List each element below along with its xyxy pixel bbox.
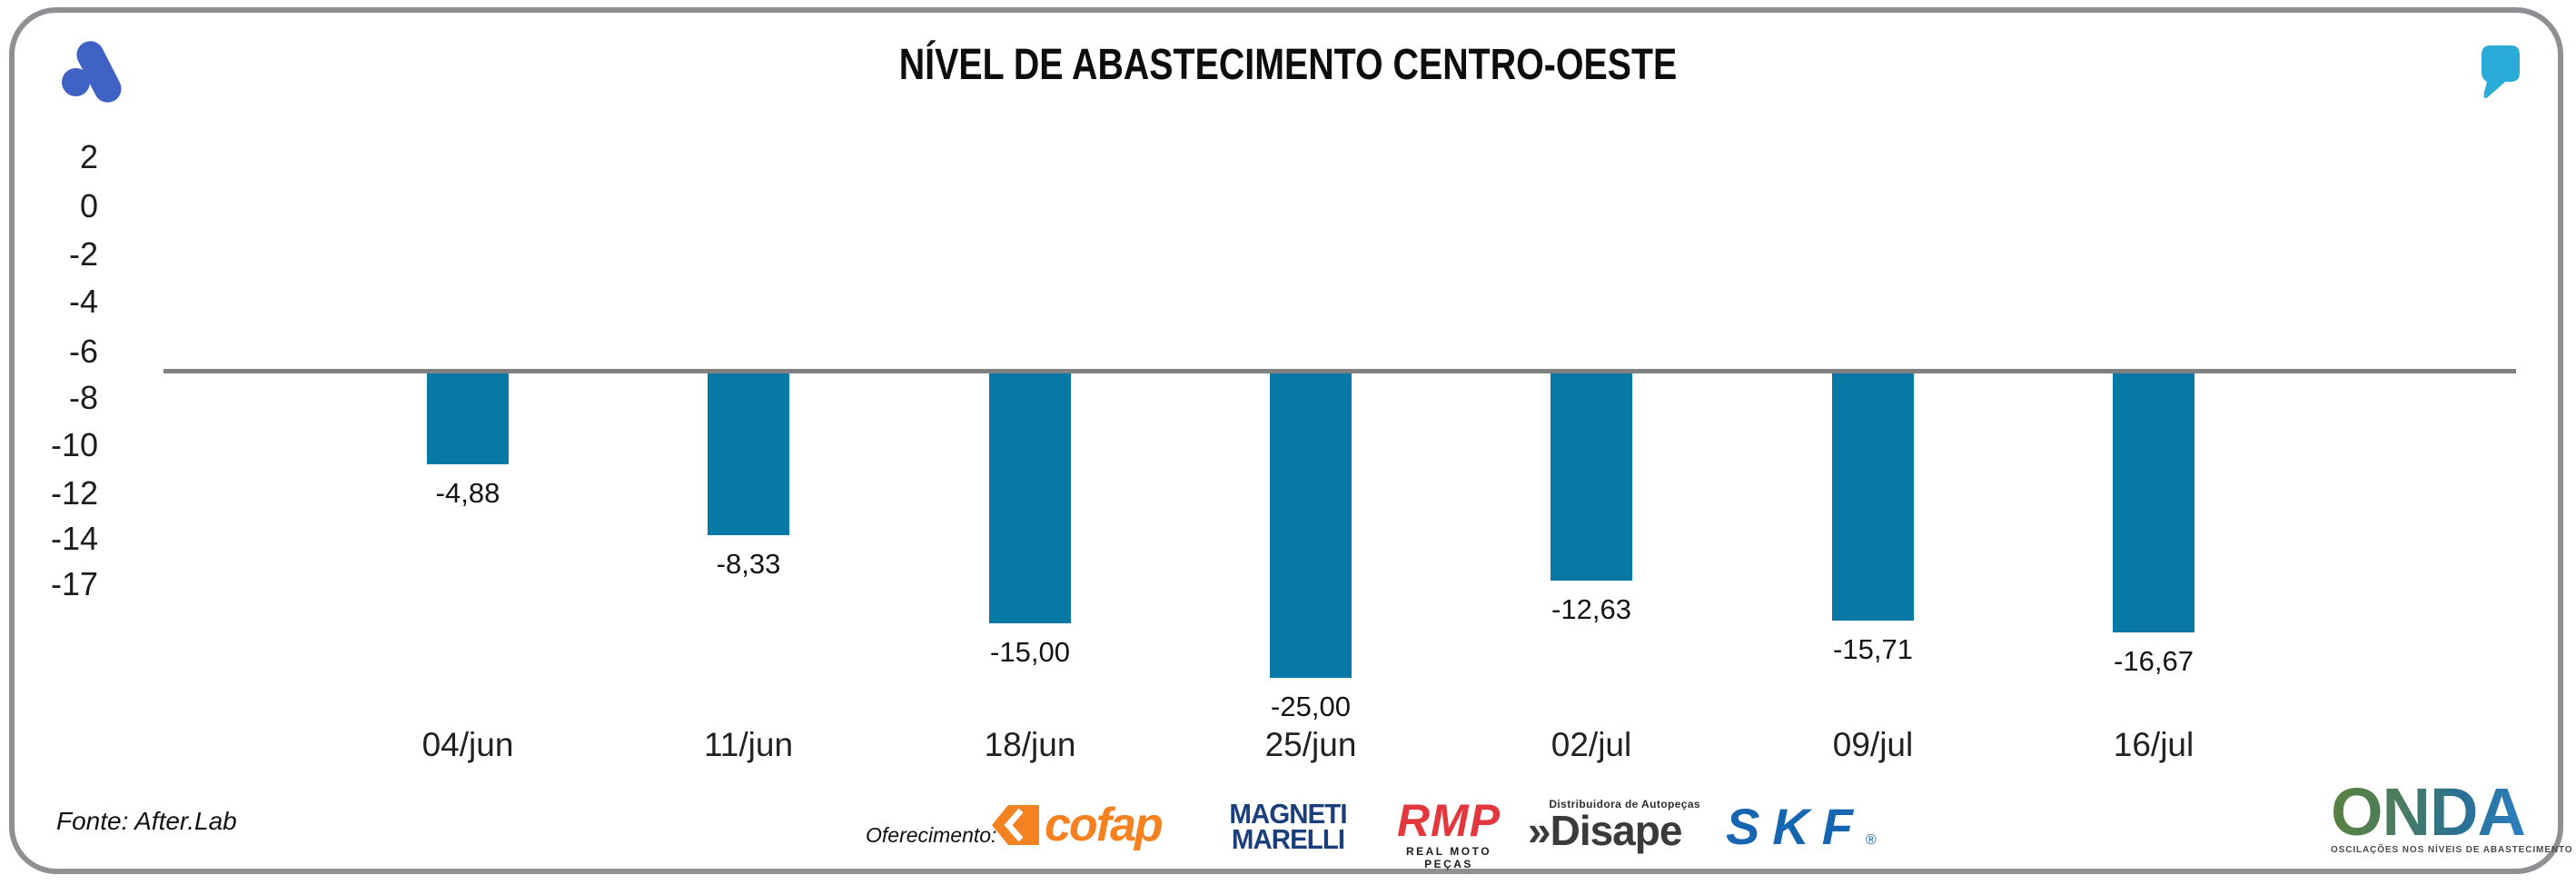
x-axis-label: 11/jun xyxy=(703,726,794,763)
bar-value-label: -15,71 xyxy=(1833,633,1913,665)
y-axis-tick-label: -10 xyxy=(50,426,98,463)
y-axis-tick-label: -14 xyxy=(50,520,98,557)
onda-logo: ONDA OSCILAÇÕES NOS NÍVEIS DE ABASTECIME… xyxy=(2331,774,2576,856)
bar-value-label: -12,63 xyxy=(1551,593,1631,625)
rmp-subtitle: REAL MOTO PEÇAS xyxy=(1405,845,1492,870)
y-axis-tick-label: -2 xyxy=(68,235,98,273)
disape-logo: Distribuidora de Autopeças »Disape xyxy=(1528,798,1700,851)
bar xyxy=(427,373,509,464)
rmp-wordmark: RMP xyxy=(1396,795,1501,846)
bar xyxy=(1832,373,1914,621)
cofap-arrow-icon xyxy=(992,805,1039,845)
x-axis-label: 18/jun xyxy=(984,726,1076,763)
bar xyxy=(989,373,1071,623)
y-axis-tick-label: -17 xyxy=(50,565,98,602)
y-axis-tick-label: 2 xyxy=(79,138,98,175)
bar xyxy=(1551,373,1632,581)
source-note: Fonte: After.Lab xyxy=(56,807,237,835)
magneti-line1: MAGNETI xyxy=(1229,798,1347,830)
bar-value-label: -15,00 xyxy=(990,636,1070,668)
onda-wordmark: ONDA xyxy=(2331,774,2526,850)
rmp-logo: RMP REAL MOTO PEÇAS xyxy=(1381,795,1517,870)
disape-chevrons: » xyxy=(1528,807,1551,854)
bar-value-label: -25,00 xyxy=(1271,691,1351,722)
skf-registered-mark: ® xyxy=(1866,832,1877,848)
skf-wordmark: SKF xyxy=(1726,798,1866,855)
disape-wordmark: Disape xyxy=(1550,807,1683,854)
after-lab-logo-icon xyxy=(60,36,133,114)
cofap-logo: cofap xyxy=(992,799,1164,851)
cofap-wordmark: cofap xyxy=(1045,799,1164,851)
disape-subtitle: Distribuidora de Autopeças xyxy=(1549,798,1700,810)
x-axis-label: 02/jul xyxy=(1551,726,1632,763)
x-axis-label: 04/jun xyxy=(421,726,514,763)
bar xyxy=(708,373,789,535)
bar-value-label: -16,67 xyxy=(2114,645,2194,677)
x-axis-label: 25/jun xyxy=(1264,726,1357,763)
magneti-line2: MARELLI xyxy=(1231,823,1345,855)
bar xyxy=(2113,373,2195,632)
bar-value-label: -8,33 xyxy=(716,548,781,580)
x-axis-label: 16/jul xyxy=(2113,726,2195,763)
y-axis-tick-label: 0 xyxy=(79,187,98,224)
bar xyxy=(1270,373,1352,678)
skf-logo: SKF® xyxy=(1726,801,1877,852)
bar-value-label: -4,88 xyxy=(435,477,500,509)
sponsorship-label: Oferecimento: xyxy=(866,823,997,847)
quote-icon-svg xyxy=(2482,45,2520,99)
y-axis-tick-label: -4 xyxy=(68,283,98,320)
quote-icon xyxy=(2482,45,2520,100)
baseline xyxy=(163,369,2516,373)
chart-title: NÍVEL DE ABASTECIMENTO CENTRO-OESTE xyxy=(898,41,1678,89)
y-axis-tick-label: -6 xyxy=(68,333,98,370)
x-axis-label: 09/jul xyxy=(1832,726,1914,763)
y-axis-tick-label: -12 xyxy=(50,474,98,512)
onda-tagline: OSCILAÇÕES NOS NÍVEIS DE ABASTECIMENTO E… xyxy=(2331,845,2576,855)
y-axis-tick-label: -8 xyxy=(68,379,98,416)
magneti-marelli-logo: MAGNETI MARELLI xyxy=(1217,798,1359,855)
